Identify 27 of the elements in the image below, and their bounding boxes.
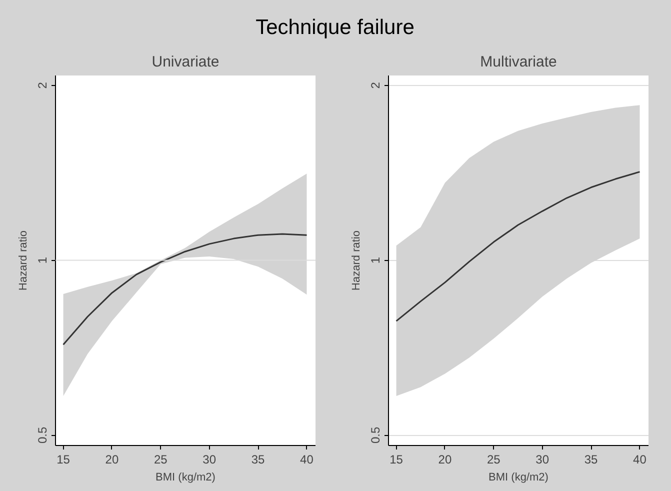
x-tick-label: 15 bbox=[390, 452, 404, 466]
x-tick-label: 15 bbox=[56, 452, 70, 466]
x-tick-label: 35 bbox=[584, 452, 598, 466]
y-tick-label: 0.5 bbox=[36, 426, 50, 444]
y-tick-label: 1 bbox=[36, 256, 50, 264]
line-series bbox=[62, 233, 308, 346]
x-axis-title: BMI (kg/m2) bbox=[488, 472, 548, 484]
y-tick-label: 2 bbox=[368, 82, 382, 89]
x-tick-label: 40 bbox=[633, 452, 647, 466]
x-tick-label: 25 bbox=[154, 452, 168, 466]
x-tick-label: 20 bbox=[105, 452, 119, 466]
line-series bbox=[396, 171, 640, 322]
chart-title: Multivariate bbox=[480, 54, 557, 70]
x-tick-label: 30 bbox=[536, 452, 550, 466]
y-tick-label: 0.5 bbox=[368, 426, 382, 444]
x-tick-label: 35 bbox=[251, 452, 266, 466]
chart-title: Univariate bbox=[152, 54, 220, 70]
x-tick-label: 40 bbox=[300, 452, 314, 466]
y-tick-label: 2 bbox=[36, 82, 50, 89]
x-tick-label: 25 bbox=[486, 452, 501, 466]
x-axis-title: BMI (kg/m2) bbox=[156, 472, 216, 484]
x-tick-label: 20 bbox=[438, 452, 452, 466]
y-tick-label: 1 bbox=[368, 256, 382, 264]
y-axis-title: Hazard ratio bbox=[18, 230, 30, 290]
y-axis-title: Hazard ratio bbox=[350, 230, 362, 290]
x-tick-label: 30 bbox=[202, 452, 216, 466]
text: Technique failure bbox=[256, 15, 414, 41]
